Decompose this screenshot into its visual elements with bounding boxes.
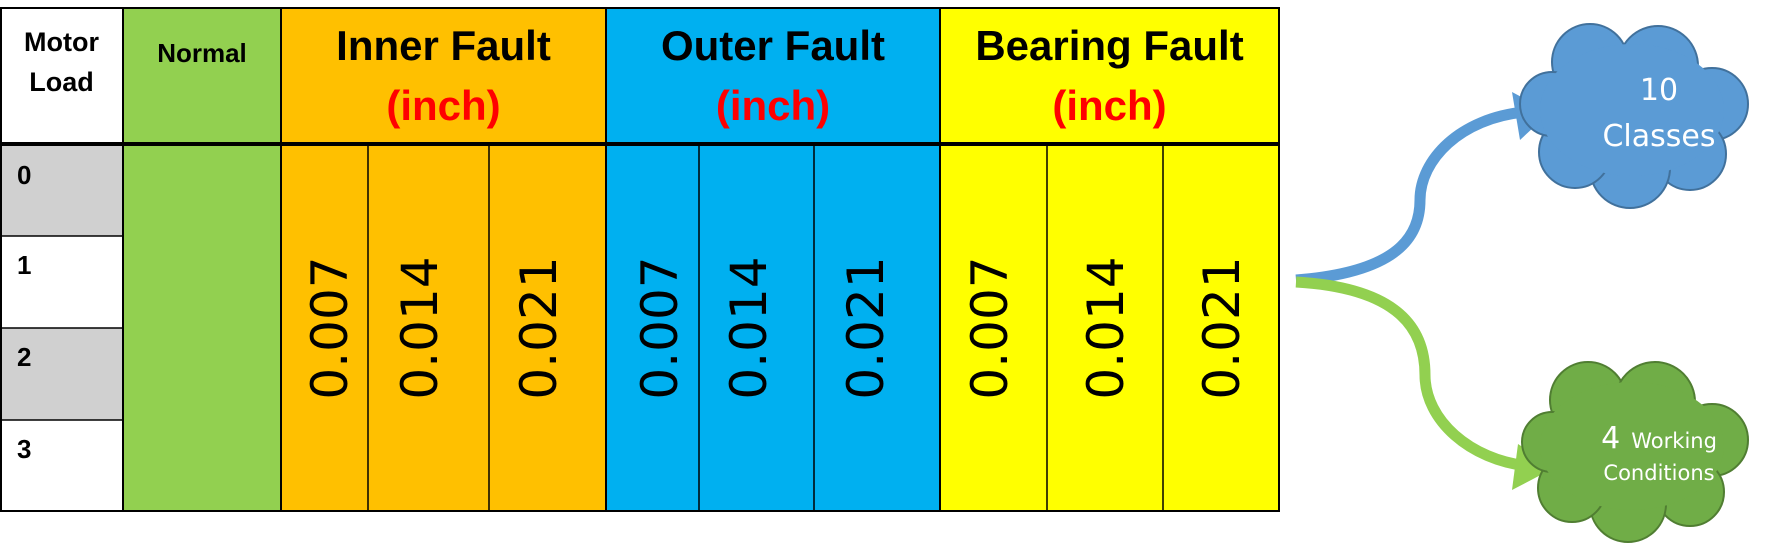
conditions-label: Conditions xyxy=(1603,461,1714,485)
cloud-working-conditions: 4 Working Conditions xyxy=(1521,361,1749,543)
cloud-classes: 10 Classes xyxy=(1519,23,1749,209)
conditions-count: 4 xyxy=(1601,421,1620,456)
classes-label: Classes xyxy=(1602,119,1715,154)
conditions-text: 4 Working xyxy=(1601,421,1717,456)
blue-arrow xyxy=(1295,92,1550,286)
classes-count: 10 xyxy=(1640,73,1678,108)
green-arrow xyxy=(1295,276,1554,490)
conditions-word: Working xyxy=(1631,429,1717,453)
